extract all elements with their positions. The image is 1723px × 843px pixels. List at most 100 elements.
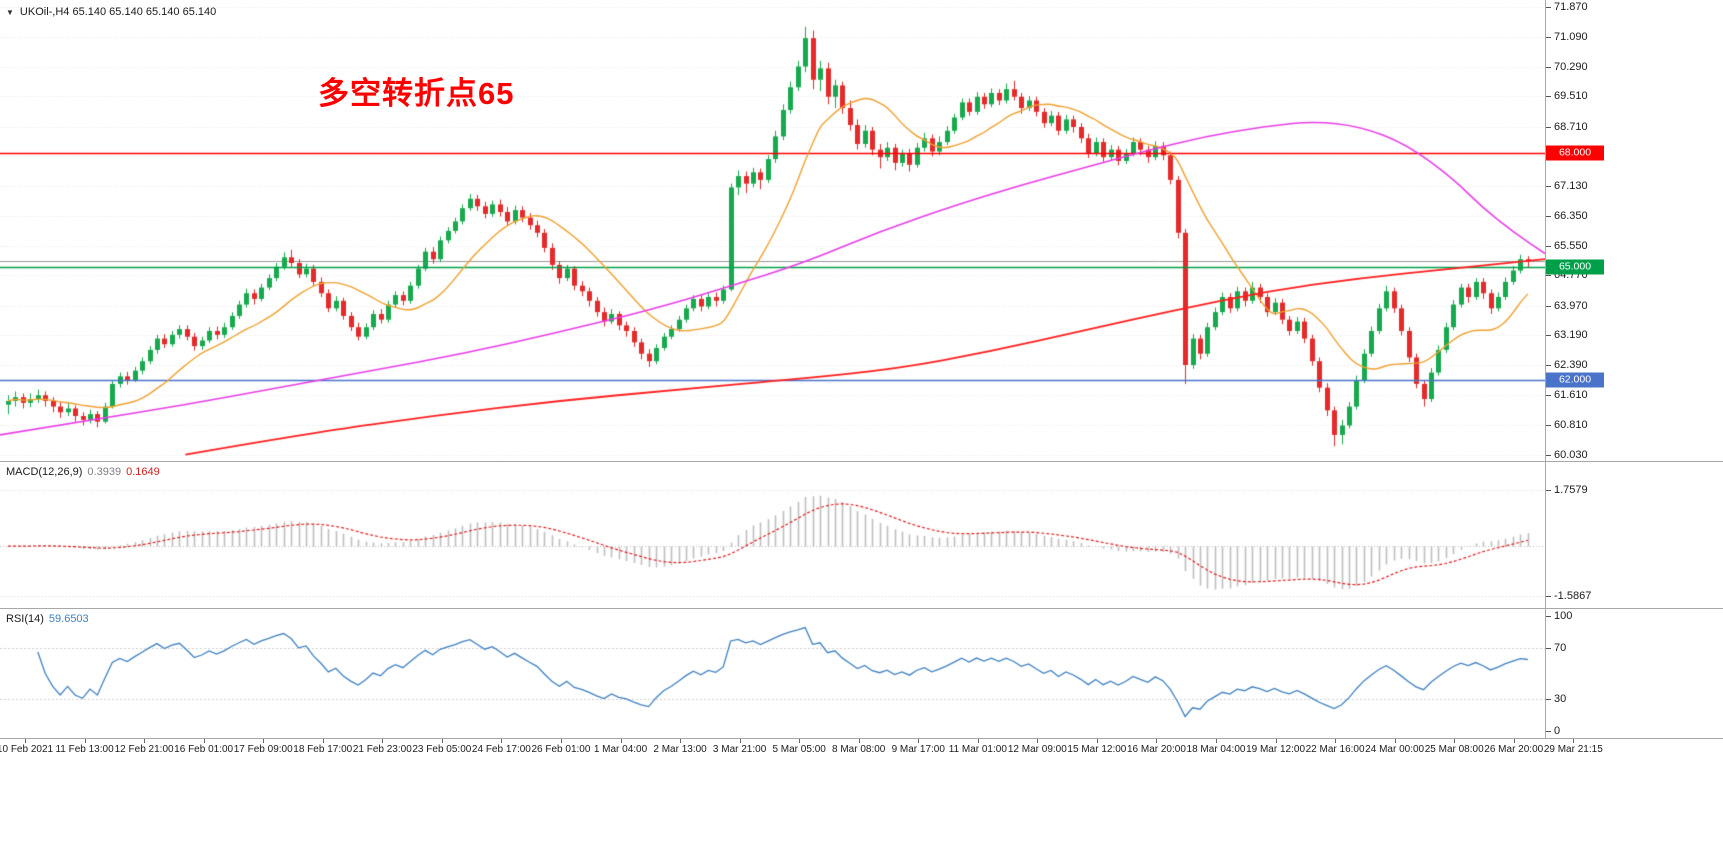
time-label: 17 Feb 09:00 xyxy=(233,744,293,755)
hline-price-box: 62.000 xyxy=(1546,372,1604,388)
time-label: 26 Feb 01:00 xyxy=(531,744,591,755)
axis-tick xyxy=(1546,7,1551,9)
time-label: 12 Feb 21:00 xyxy=(114,744,174,755)
time-label: 3 Mar 21:00 xyxy=(712,744,767,755)
time-label: 23 Feb 05:00 xyxy=(412,744,472,755)
time-label: 18 Mar 04:00 xyxy=(1186,744,1246,755)
time-tick xyxy=(1275,739,1277,743)
time-label: 15 Mar 12:00 xyxy=(1067,744,1127,755)
time-label: 22 Mar 16:00 xyxy=(1305,744,1365,755)
time-tick xyxy=(620,739,622,743)
time-tick xyxy=(501,739,503,743)
axis-tick xyxy=(1546,647,1551,649)
time-label: 16 Mar 20:00 xyxy=(1126,744,1186,755)
time-label: 11 Mar 01:00 xyxy=(948,744,1007,755)
macd-label: MACD(12,26,9) 0.3939 0.1649 xyxy=(6,466,160,478)
panel-divider xyxy=(0,608,1723,609)
time-label: 26 Mar 20:00 xyxy=(1484,744,1544,755)
axis-tick xyxy=(1546,596,1551,598)
price-chart-canvas[interactable] xyxy=(0,0,1545,461)
time-label: 25 Mar 08:00 xyxy=(1424,744,1484,755)
time-label: 24 Mar 00:00 xyxy=(1365,744,1425,755)
price-tick-label: 66.350 xyxy=(1554,209,1588,222)
axis-tick xyxy=(1546,335,1551,337)
time-tick xyxy=(1454,739,1456,743)
axis-tick xyxy=(1546,731,1551,732)
symbol-dropdown-icon[interactable]: ▼ xyxy=(6,7,14,17)
axis-tick xyxy=(1546,275,1551,277)
time-tick xyxy=(84,739,86,743)
price-tick-label: 71.090 xyxy=(1554,30,1588,43)
time-axis[interactable]: 10 Feb 2021 11 Feb 13:00 12 Feb 21:00 16 Fe… xyxy=(0,739,1723,763)
hline-price-box: 65.000 xyxy=(1546,259,1604,275)
price-tick-label: 68.710 xyxy=(1554,120,1588,133)
price-tick-label: 69.510 xyxy=(1554,90,1588,103)
axis-tick xyxy=(1546,454,1551,456)
time-label: 5 Mar 05:00 xyxy=(772,744,826,755)
time-label: 9 Mar 17:00 xyxy=(891,744,945,755)
panel-divider xyxy=(0,738,1723,739)
time-tick xyxy=(1156,739,1158,743)
time-label: 2 Mar 13:00 xyxy=(653,744,707,755)
price-tick-label: 0 xyxy=(1554,725,1561,737)
axis-tick xyxy=(1546,96,1551,98)
price-tick-label: -1.5867 xyxy=(1554,590,1592,603)
time-label: 10 Feb 2021 xyxy=(0,744,54,755)
rsi-label: RSI(14) 59.6503 xyxy=(6,613,89,625)
axis-tick xyxy=(1546,616,1551,617)
time-tick xyxy=(441,739,443,743)
axis-tick xyxy=(1546,126,1551,128)
symbol-info: ▼ UKOil-,H4 65.140 65.140 65.140 65.140 xyxy=(6,6,216,18)
axis-tick xyxy=(1546,36,1551,38)
time-tick xyxy=(560,739,562,743)
price-tick-label: 61.610 xyxy=(1554,388,1588,401)
price-tick-label: 60.030 xyxy=(1554,448,1588,461)
time-tick xyxy=(25,739,26,743)
price-tick-label: 71.870 xyxy=(1554,1,1588,14)
time-tick xyxy=(144,739,146,743)
chart-annotation: 多空转折点65 xyxy=(318,76,515,111)
time-label: 11 Feb 13:00 xyxy=(55,744,114,755)
time-tick xyxy=(799,739,801,743)
macd-canvas[interactable] xyxy=(0,462,1545,608)
macd-label-name: MACD(12,26,9) xyxy=(6,466,83,478)
rsi-canvas[interactable] xyxy=(0,609,1545,738)
time-tick xyxy=(1394,739,1396,743)
price-scale-divider xyxy=(1545,0,1546,738)
time-tick xyxy=(918,739,920,743)
axis-tick xyxy=(1546,245,1551,247)
time-tick xyxy=(977,739,979,743)
time-tick xyxy=(1037,739,1039,743)
axis-tick xyxy=(1546,425,1551,427)
axis-tick xyxy=(1546,490,1551,492)
time-label: 19 Mar 12:00 xyxy=(1246,744,1306,755)
time-tick xyxy=(739,739,741,743)
price-tick-label: 65.550 xyxy=(1554,239,1588,252)
axis-tick xyxy=(1546,699,1551,701)
time-label: 16 Feb 01:00 xyxy=(174,744,234,755)
price-tick-label: 1.7579 xyxy=(1554,484,1588,497)
price-tick-label: 30 xyxy=(1554,693,1567,706)
symbol-ohlc-text: UKOil-,H4 65.140 65.140 65.140 65.140 xyxy=(19,6,217,18)
rsi-value: 59.6503 xyxy=(48,613,89,625)
axis-tick xyxy=(1546,215,1551,217)
price-tick-label: 70 xyxy=(1554,641,1567,654)
macd-value-main: 0.3939 xyxy=(87,466,122,478)
time-tick xyxy=(1096,739,1098,743)
price-axis[interactable]: 71.87071.09070.29069.51068.71067.93067.1… xyxy=(1546,0,1723,738)
time-label: 1 Mar 04:00 xyxy=(593,744,648,755)
time-tick xyxy=(322,739,324,743)
price-tick-label: 63.970 xyxy=(1554,299,1588,312)
time-label: 8 Mar 08:00 xyxy=(832,744,886,755)
price-tick-label: 70.290 xyxy=(1554,60,1588,73)
price-tick-label: 100 xyxy=(1554,610,1573,622)
price-tick-label: 60.810 xyxy=(1554,419,1588,432)
time-label: 12 Mar 09:00 xyxy=(1007,744,1067,755)
time-tick xyxy=(1335,739,1337,743)
time-tick xyxy=(1573,739,1575,743)
time-label: 29 Mar 21:15 xyxy=(1543,744,1603,755)
axis-tick xyxy=(1546,365,1551,367)
price-tick-label: 63.190 xyxy=(1554,329,1588,342)
panel-divider xyxy=(0,461,1723,462)
